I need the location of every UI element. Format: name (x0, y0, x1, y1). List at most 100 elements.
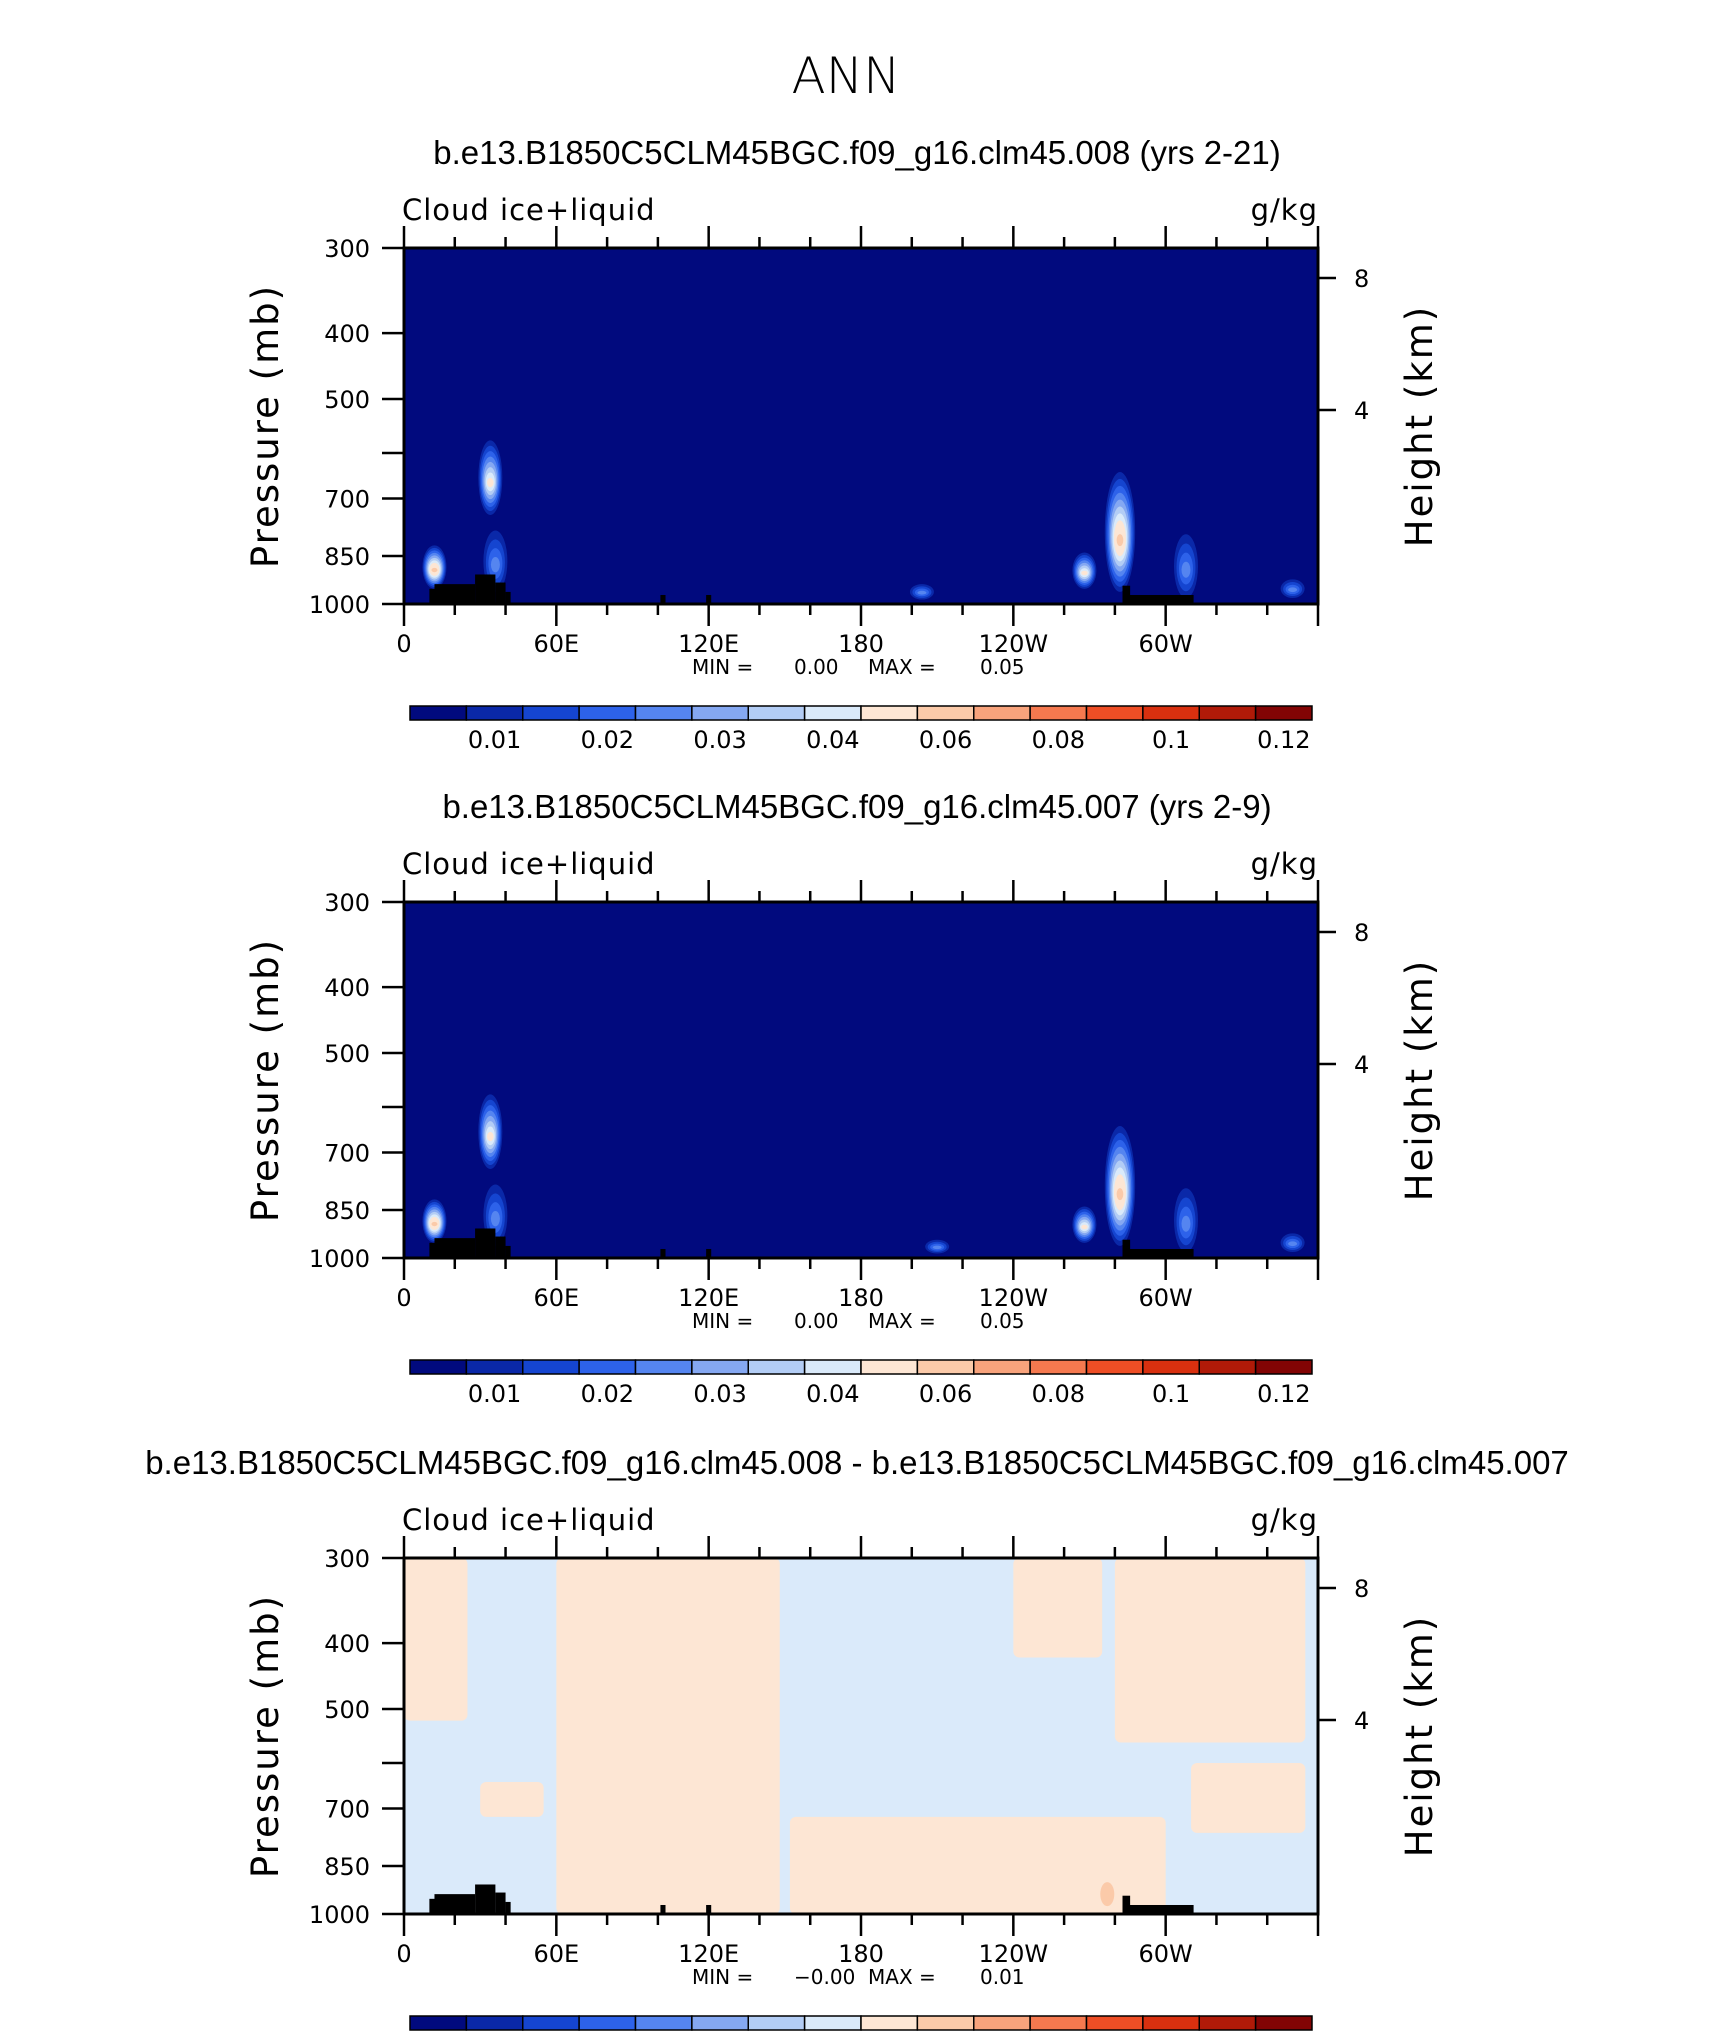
colorbar-label: 0.08 (1032, 726, 1085, 754)
contour-feature-2 (487, 477, 494, 488)
topography-block-3 (475, 574, 496, 604)
y-tick-label: 400 (324, 1630, 370, 1658)
colorbar-box (1254, 705, 1313, 721)
colorbar-label: 0.12 (1257, 1380, 1310, 1408)
colorbar-box (973, 2015, 1031, 2031)
x-tick-label: 60W (1139, 1284, 1193, 1312)
colorbar-label: 0.02 (581, 726, 634, 754)
y2-tick-label: 8 (1354, 265, 1369, 293)
colorbar-box (1254, 2015, 1313, 2031)
y-axis-label: Pressure (mb) (244, 1594, 287, 1878)
y2-tick-label: 4 (1354, 1707, 1369, 1735)
colorbar-box (803, 2015, 862, 2031)
chart-panel-1: b.e13.B1850C5CLM45BGC.f09_g16.clm45.008 … (244, 134, 1441, 754)
contour-feature-5 (1081, 1224, 1088, 1230)
colorbar-box (1085, 2015, 1144, 2031)
chart-panel-2: b.e13.B1850C5CLM45BGC.f09_g16.clm45.007 … (244, 788, 1441, 1408)
plot-field (404, 902, 1318, 1258)
topography-block-7 (706, 1904, 712, 1914)
variable-label: Cloud ice+liquid (402, 1503, 656, 1537)
variable-label: Cloud ice+liquid (402, 847, 656, 881)
y2-tick-label: 8 (1354, 919, 1369, 947)
chart-panel-3: b.e13.B1850C5CLM45BGC.f09_g16.clm45.008 … (145, 1444, 1569, 2042)
x-tick-label: 0 (396, 1940, 411, 1968)
y-tick-label: 850 (324, 1853, 370, 1881)
colorbar-label: 0.03 (693, 726, 746, 754)
colorbar-label: 0.08 (1032, 1380, 1085, 1408)
field-background (404, 248, 1318, 604)
y-tick-label: 500 (324, 1040, 370, 1068)
plot-field (404, 248, 1318, 604)
x-tick-label: 120W (979, 1940, 1049, 1968)
colorbar-box (1029, 1359, 1088, 1375)
x-tick-label: 60E (533, 1284, 579, 1312)
x-tick-label: 120E (678, 1284, 739, 1312)
contour-feature-3 (490, 557, 500, 573)
topography-block-9 (1122, 594, 1194, 604)
colorbar-box (522, 1359, 580, 1375)
max-label: MAX = (868, 1965, 936, 1989)
positive-anomaly-region-3 (556, 1558, 780, 1914)
colorbar-box (916, 705, 975, 721)
y-tick-label: 700 (324, 486, 370, 514)
colorbar-label: 0.06 (919, 1380, 972, 1408)
colorbar-box (409, 705, 468, 721)
y-tick-label: 850 (324, 1197, 370, 1225)
colorbar-box (916, 2015, 975, 2031)
topography-block-5 (505, 1901, 511, 1914)
topography-block-8 (1122, 1239, 1131, 1258)
colorbar-box (973, 1359, 1031, 1375)
colorbar-box (1198, 1359, 1257, 1375)
topography-block-5 (505, 1245, 511, 1258)
topography-block-2 (434, 584, 476, 604)
x-tick-label: 60W (1139, 1940, 1193, 1968)
topography-block-4 (495, 1892, 506, 1914)
topography-block-9 (1122, 1904, 1194, 1914)
min-label: MIN = (692, 655, 753, 679)
positive-anomaly-region-1 (404, 1558, 468, 1721)
colorbar-label: 0.12 (1257, 726, 1310, 754)
colorbar-box (747, 705, 806, 721)
positive-anomaly-region-6 (1114, 1558, 1306, 1743)
max-value: 0.01 (980, 1965, 1025, 1989)
colorbar-box (1029, 2015, 1088, 2031)
min-value: 0.00 (794, 1309, 839, 1333)
x-tick-label: 120W (979, 630, 1049, 658)
y-tick-label: 700 (324, 1796, 370, 1824)
field-background (404, 902, 1318, 1258)
y-tick-label: 400 (324, 320, 370, 348)
topography-block-3 (475, 1884, 496, 1914)
contour-feature-8 (1288, 1241, 1298, 1247)
y-tick-label: 1000 (309, 591, 370, 619)
positive-anomaly-region-5 (1013, 1558, 1103, 1658)
contour-feature-4 (932, 1245, 942, 1250)
y-axis-label: Pressure (mb) (244, 938, 287, 1222)
topography-block-4 (495, 1236, 506, 1258)
colorbar-box (803, 1359, 862, 1375)
x-tick-label: 0 (396, 630, 411, 658)
min-label: MIN = (692, 1965, 753, 1989)
chart-title: b.e13.B1850C5CLM45BGC.f09_g16.clm45.008 … (145, 1444, 1569, 1481)
colorbar-label: 0.1 (1152, 1380, 1190, 1408)
topography-block-2 (434, 1238, 476, 1258)
y2-tick-label: 4 (1354, 1051, 1369, 1079)
colorbar-box (578, 2015, 637, 2031)
colorbar-box (747, 1359, 806, 1375)
x-tick-label: 60E (533, 630, 579, 658)
contour-feature-7 (1181, 561, 1191, 578)
units-label: g/kg (1251, 1503, 1318, 1537)
colorbar-label: 0.06 (919, 726, 972, 754)
colorbar-label: 0.04 (806, 726, 859, 754)
colorbar-box (860, 2015, 919, 2031)
units-label: g/kg (1251, 193, 1318, 227)
colorbar-box (1142, 2015, 1200, 2031)
colorbar-box (1254, 1359, 1313, 1375)
units-label: g/kg (1251, 847, 1318, 881)
contour-feature-2 (487, 1131, 494, 1142)
contour-feature-7 (1181, 1215, 1191, 1232)
y-axis-label: Pressure (mb) (244, 284, 287, 568)
anomaly-peak-1 (1100, 1882, 1115, 1907)
colorbar-box (634, 2015, 693, 2031)
max-value: 0.05 (980, 655, 1025, 679)
